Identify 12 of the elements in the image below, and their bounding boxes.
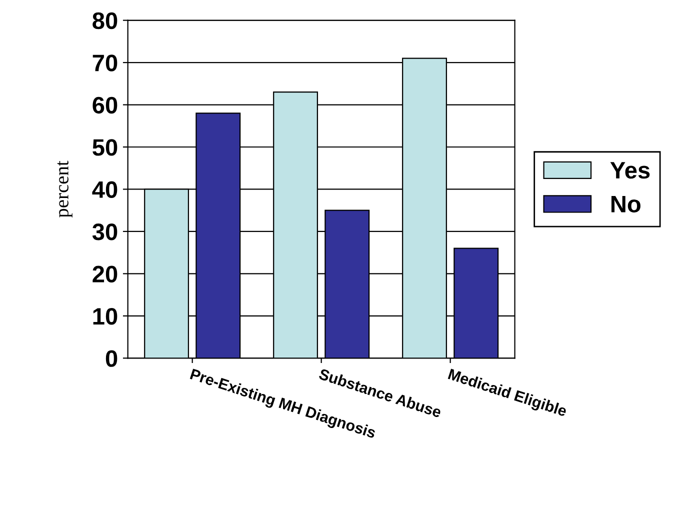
y-tick-label: 30 — [92, 224, 118, 240]
y-tick-label: 50 — [92, 139, 118, 156]
y-tick-label: 80 — [92, 12, 118, 30]
y-tick-label: 20 — [92, 266, 118, 282]
y-tick-label: 40 — [92, 181, 118, 198]
y-tick-label: 10 — [93, 308, 118, 325]
legend-label: No — [611, 196, 640, 212]
y-tick-label: 70 — [92, 54, 118, 72]
y-axis-title: percent — [57, 160, 72, 218]
y-tick-label: 0 — [106, 350, 118, 367]
legend-label: Yes — [610, 162, 650, 179]
y-tick-label: 60 — [92, 96, 118, 114]
